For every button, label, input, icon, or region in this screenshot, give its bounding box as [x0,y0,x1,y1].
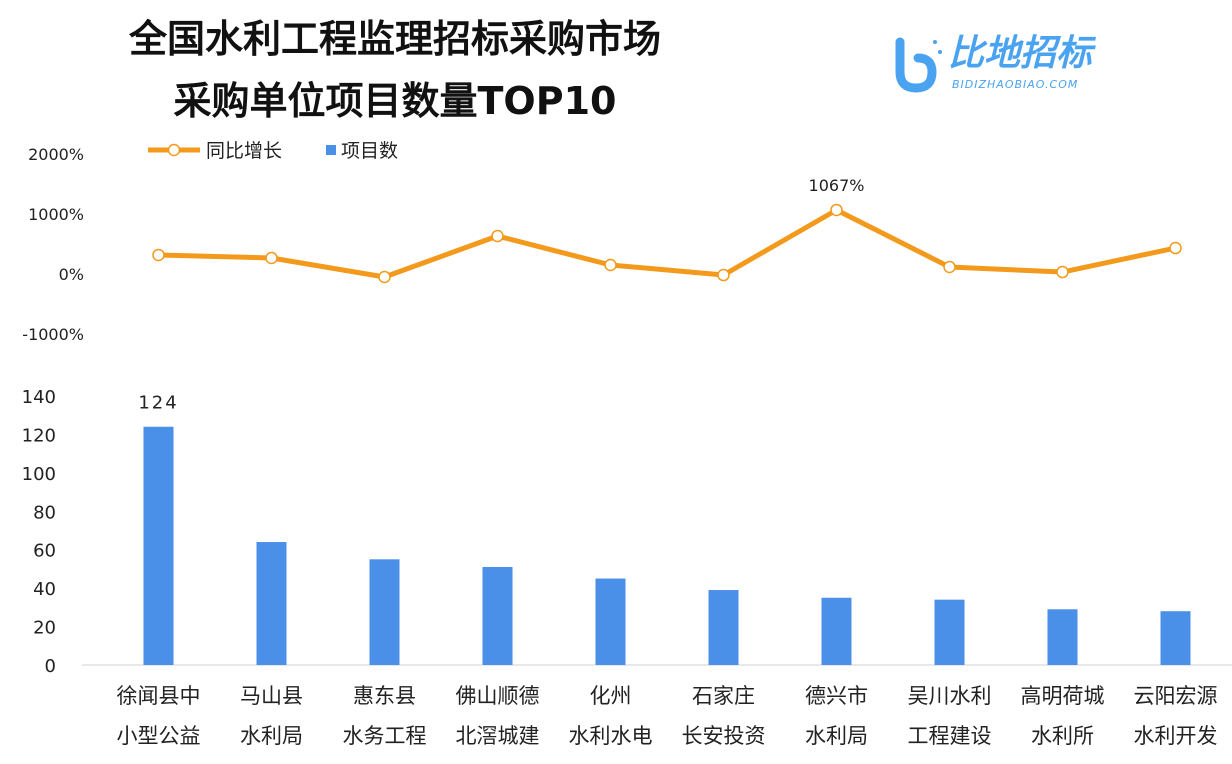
category-label: 北滘城建 [456,724,540,748]
category-label: 水利局 [240,724,303,748]
bar [369,559,400,665]
bidizhaobiao-logo: 比地招标 BIDIZHAOBIAO.COM [890,28,1120,98]
bar [1047,609,1078,665]
category-label: 水务工程 [343,724,427,748]
growth-point [943,260,956,274]
bar [595,578,626,665]
category-label: 马山县 [240,684,303,708]
logo-text: 比地招标 [948,33,1093,74]
bar-y-tick: 120 [22,425,56,446]
legend-label-growth: 同比增长 [206,140,282,162]
category-label: 石家庄 [692,684,755,708]
category-label: 水利所 [1031,724,1094,748]
logo-subtext: BIDIZHAOBIAO.COM [952,78,1079,91]
category-label: 化州 [590,684,632,708]
line-y-tick: -1000% [22,325,84,344]
growth-point [1169,241,1182,255]
line-y-tick: 1000% [28,205,84,224]
bar [821,597,852,665]
growth-point [1056,265,1069,279]
bar-y-tick: 60 [33,541,56,562]
bar-y-tick: 140 [22,387,56,408]
legend-bar-swatch [326,145,336,155]
bar [1160,611,1191,665]
category-label: 佛山顺德 [456,684,540,708]
line-y-tick: 2000% [28,145,84,164]
growth-point [604,258,617,272]
bar [708,590,739,665]
legend-line-marker [167,143,181,157]
bar [256,542,287,665]
category-label: 云阳宏源 [1134,684,1218,708]
category-label: 水利开发 [1134,724,1218,748]
growth-point [491,229,504,243]
bar-y-tick: 0 [45,656,56,677]
bar-y-tick: 100 [22,464,56,485]
bar [934,599,965,665]
chart-title-line2: 采购单位项目数量TOP10 [173,79,617,123]
category-label: 长安投资 [682,724,766,748]
growth-point [152,248,165,262]
category-label: 徐闻县中 [117,684,201,708]
category-label: 吴川水利 [908,684,992,708]
category-label: 小型公益 [117,724,201,748]
line-data-label: 1067% [809,176,865,195]
category-label: 工程建设 [908,724,992,748]
line-y-tick: 0% [59,265,84,284]
growth-point [717,268,730,282]
growth-point [378,270,391,284]
bar [482,567,513,665]
legend-label-count: 项目数 [341,140,398,162]
category-label: 水利水电 [569,724,653,748]
category-label: 德兴市 [805,684,868,708]
bar-y-tick: 40 [33,579,56,600]
bar [143,426,174,665]
bar-y-tick: 80 [33,502,56,523]
category-label: 水利局 [805,724,868,748]
growth-point [830,203,843,217]
chart-title-line1: 全国水利工程监理招标采购市场 [128,17,661,61]
bar-data-label: 124 [138,393,178,414]
bar-y-tick: 20 [33,618,56,639]
growth-point [265,251,278,265]
category-label: 高明荷城 [1021,684,1105,708]
category-label: 惠东县 [353,684,416,708]
growth-line [158,207,1177,280]
